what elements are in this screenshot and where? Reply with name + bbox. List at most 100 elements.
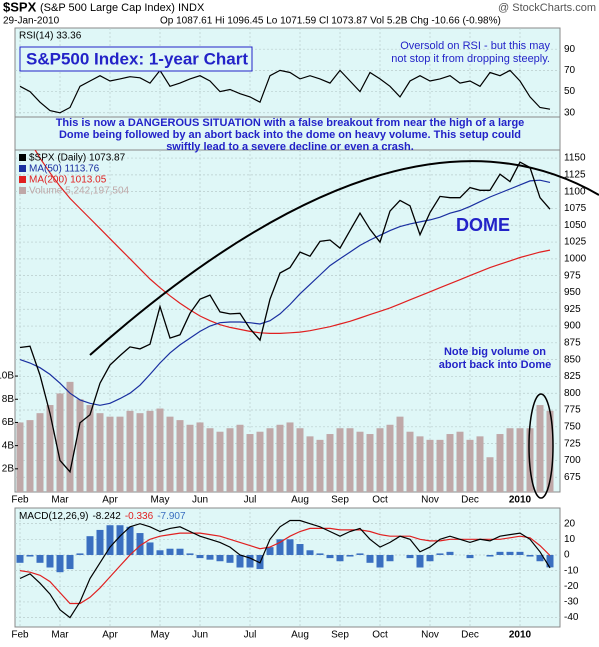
x-tick-label: Feb	[11, 630, 29, 641]
x-tick-label: Dec	[461, 630, 479, 641]
series-line	[34, 150, 551, 334]
bar	[536, 405, 544, 492]
x-tick-label: Apr	[102, 495, 118, 506]
bar	[466, 439, 474, 492]
bar	[126, 410, 134, 492]
bar	[66, 381, 74, 492]
bar	[366, 554, 374, 563]
y-tick-label: 800	[564, 388, 581, 399]
x-tick-label: May	[151, 630, 170, 641]
legend-label: MA(50) 1113.76	[29, 164, 100, 175]
y-tick-label: 90	[564, 44, 576, 55]
legend-swatch	[19, 165, 26, 172]
bar	[216, 554, 224, 562]
x-tick-label: Dec	[461, 495, 479, 506]
bar	[316, 553, 324, 555]
bar	[216, 431, 224, 492]
bar	[326, 434, 334, 492]
note-line: This is now a DANGEROUS SITUATION with a…	[56, 117, 525, 129]
legend: MACD(12,26,9) -8.242 -0.336 -7.907	[19, 511, 186, 522]
bar	[476, 436, 484, 492]
bar	[156, 408, 164, 492]
bar	[156, 550, 164, 555]
y-tick-label: 0	[564, 550, 570, 561]
bar	[246, 434, 254, 492]
symbol-name: (S&P 500 Large Cap Index) INDX	[40, 2, 205, 14]
y-tick-label: 10	[564, 534, 576, 545]
series-line	[19, 161, 551, 474]
bar	[486, 457, 494, 492]
bar	[36, 413, 44, 492]
bar	[206, 428, 214, 492]
rsi-annotation: Oversold on RSI - but this may	[400, 40, 550, 52]
bar	[536, 554, 544, 562]
note-line: Dome being followed by an abort back int…	[59, 129, 521, 141]
bar	[146, 542, 154, 555]
bar	[196, 554, 204, 559]
bar	[246, 554, 254, 568]
macd-panel	[14, 507, 561, 628]
title-box	[19, 46, 253, 72]
bar	[266, 547, 274, 555]
x-tick-label: Jun	[192, 495, 208, 506]
bar	[426, 439, 434, 492]
bar	[516, 551, 524, 555]
y-tick-label: 1025	[564, 237, 587, 248]
y2-tick-label: 2B	[2, 463, 15, 474]
bar	[226, 554, 234, 563]
legend-label: $SPX (Daily) 1073.87	[29, 153, 126, 164]
note-panel	[14, 116, 561, 151]
bar	[56, 393, 64, 492]
bar	[296, 428, 304, 492]
y-tick-label: -10	[564, 565, 579, 576]
y2-tick-label: 10B	[0, 371, 14, 382]
bar	[46, 405, 54, 492]
bar	[226, 428, 234, 492]
volume-note: abort back into Dome	[439, 359, 551, 371]
volume-note: Note big volume on	[444, 346, 546, 358]
bar	[436, 553, 444, 555]
legend-title: MACD(12,26,9)	[19, 511, 88, 522]
bar	[496, 434, 504, 492]
bar	[286, 539, 294, 555]
y-tick-label: 950	[564, 287, 581, 298]
x-tick-label: Sep	[331, 495, 349, 506]
legend-label: -0.336	[125, 511, 154, 522]
y-tick-label: 1075	[564, 203, 587, 214]
bar	[276, 539, 284, 555]
bar	[76, 553, 84, 555]
y-tick-label: 50	[564, 86, 576, 97]
y-tick-label: 675	[564, 472, 581, 483]
bar	[16, 554, 24, 563]
legend-label: MA(200) 1013.05	[29, 175, 107, 186]
bar	[146, 410, 154, 492]
bar	[346, 428, 354, 492]
bar	[26, 420, 34, 492]
bar	[396, 416, 404, 492]
bar	[266, 428, 274, 492]
legend-label: -8.242	[92, 511, 121, 522]
x-tick-label: Nov	[421, 495, 439, 506]
note-line: swiftly lead to a severe decline or even…	[166, 141, 414, 153]
bar	[336, 554, 344, 562]
y2-tick-label: 4B	[2, 440, 15, 451]
bar	[86, 536, 94, 555]
bar	[186, 424, 194, 492]
y2-tick-label: 8B	[2, 394, 15, 405]
bar	[176, 548, 184, 555]
bar	[116, 525, 124, 555]
bar	[356, 431, 364, 492]
bar	[36, 554, 44, 563]
x-tick-label: Feb	[11, 495, 29, 506]
bar	[506, 551, 514, 555]
bar	[126, 526, 134, 555]
x-tick-label: Nov	[421, 630, 439, 641]
x-tick-label: Mar	[51, 630, 69, 641]
bar	[86, 405, 94, 492]
y-tick-label: 975	[564, 270, 581, 281]
rsi-annotation: not stop it from dropping steeply.	[391, 53, 550, 65]
bar	[66, 554, 74, 570]
bar	[96, 529, 104, 555]
bar	[256, 431, 264, 492]
y-tick-label: 750	[564, 421, 581, 432]
